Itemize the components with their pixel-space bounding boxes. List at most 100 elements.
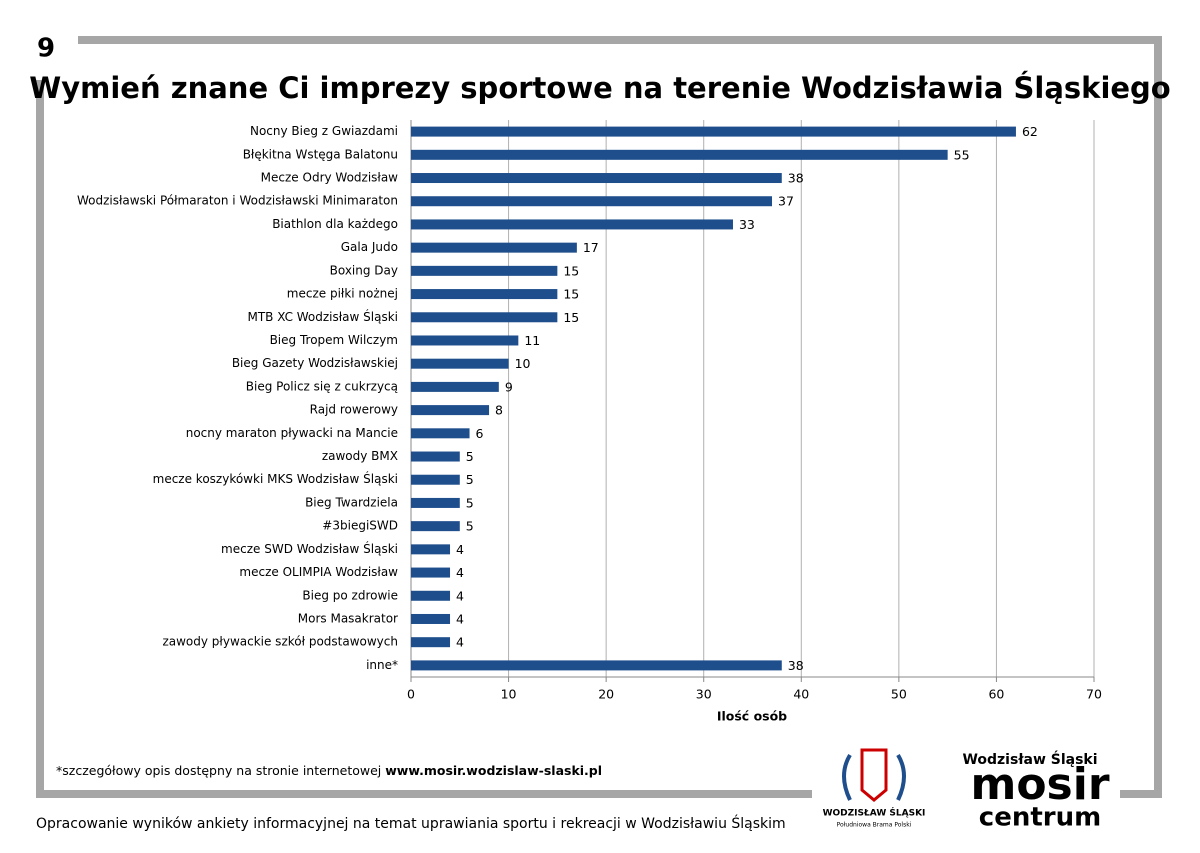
value-label: 55 [954, 147, 970, 162]
frame [36, 36, 1162, 798]
value-label: 38 [788, 171, 804, 186]
value-label: 8 [495, 403, 503, 418]
value-label: 37 [778, 194, 794, 209]
frame-left [36, 80, 44, 798]
chart-title: Wymień znane Ci imprezy sportowe na tere… [29, 71, 1170, 105]
footnote-link: www.mosir.wodzislaw-slaski.pl [385, 763, 602, 778]
bar [411, 567, 451, 578]
value-label: 5 [466, 472, 474, 487]
bar [411, 613, 451, 624]
bar [411, 335, 519, 346]
frame-top [78, 36, 1162, 44]
bar [411, 405, 490, 416]
y-tick-label: Błękitna Wstęga Balatonu [243, 147, 398, 161]
y-tick-label: Mors Masakrator [298, 611, 398, 625]
bar [411, 428, 470, 439]
value-label: 10 [515, 356, 531, 371]
value-label: 15 [563, 263, 579, 278]
bar [411, 196, 773, 207]
bar [411, 149, 948, 160]
x-tick-label: 40 [793, 687, 809, 702]
bar [411, 660, 782, 671]
bar [411, 590, 451, 601]
y-tick-label: Bieg Gazety Wodzisławskiej [232, 356, 398, 370]
bar [411, 544, 451, 555]
y-tick-label: MTB XC Wodzisław Śląski [247, 309, 398, 324]
y-tick-label: mecze SWD Wodzisław Śląski [221, 541, 398, 556]
city-logo-text: WODZISŁAW ŚLĄSKI [823, 807, 926, 819]
y-tick-label: mecze koszykówki MKS Wodzisław Śląski [153, 471, 398, 486]
bar [411, 265, 558, 276]
bar [411, 637, 451, 648]
bar [411, 126, 1016, 137]
mosir-logo: Wodzisław Śląski mosir centrum [962, 750, 1109, 833]
footnote-text: *szczegółowy opis dostępny na stronie in… [56, 763, 385, 778]
x-tick-label: 10 [501, 687, 517, 702]
x-tick-label: 50 [891, 687, 907, 702]
x-tick-label: 0 [407, 687, 415, 702]
value-label: 11 [524, 333, 540, 348]
footnote: *szczegółowy opis dostępny na stronie in… [56, 763, 602, 778]
x-tick-label: 70 [1086, 687, 1102, 702]
bar [411, 289, 558, 300]
y-tick-label: Boxing Day [330, 263, 398, 277]
page-number: 9 [37, 34, 55, 64]
value-label: 4 [456, 611, 464, 626]
y-tick-label: Rajd rowerowy [310, 403, 398, 417]
mosir-centrum: centrum [979, 803, 1101, 833]
y-tick-label: mecze OLIMPIA Wodzisław [239, 565, 398, 579]
y-tick-label: Bieg po zdrowie [302, 588, 398, 602]
value-label: 5 [466, 519, 474, 534]
x-axis-title: Ilość osób [717, 709, 787, 724]
value-label: 4 [456, 588, 464, 603]
logo-shield [860, 748, 888, 802]
y-tick-label: nocny maraton pływacki na Mancie [186, 426, 398, 440]
value-label: 5 [466, 449, 474, 464]
y-tick-label: Bieg Twardziela [305, 495, 398, 509]
value-label: 4 [456, 635, 464, 650]
value-label: 5 [466, 495, 474, 510]
bar [411, 312, 558, 323]
y-tick-label: Biathlon dla każdego [272, 217, 398, 231]
y-tick-label: Nocny Bieg z Gwiazdami [250, 124, 398, 138]
bar [411, 381, 499, 392]
value-label: 38 [788, 658, 804, 673]
y-tick-label: Wodzisławski Półmaraton i Wodzisławski M… [77, 194, 398, 208]
x-tick-label: 60 [988, 687, 1004, 702]
y-tick-label: Bieg Tropem Wilczym [270, 333, 398, 347]
y-tick-label: mecze piłki nożnej [287, 287, 398, 301]
value-label: 4 [456, 542, 464, 557]
y-tick-label: zawody pływackie szkół podstawowych [162, 635, 398, 649]
y-tick-label: #3biegiSWD [322, 519, 398, 533]
bar [411, 451, 460, 462]
value-label: 62 [1022, 124, 1038, 139]
bar [411, 219, 733, 230]
frame-right [1154, 36, 1162, 798]
x-tick-label: 20 [598, 687, 614, 702]
frame-bottom-right [1120, 790, 1162, 798]
y-tick-label: Bieg Policz się z cukrzycą [246, 379, 398, 393]
bar [411, 474, 460, 485]
bar [411, 521, 460, 532]
bar [411, 358, 509, 369]
city-logo: WODZISŁAW ŚLĄSKI Południowa Brama Polski [823, 748, 926, 829]
y-tick-label: inne* [366, 658, 398, 672]
city-logo-motto: Południowa Brama Polski [837, 822, 912, 829]
y-tick-label: zawody BMX [322, 449, 398, 463]
value-label: 6 [476, 426, 484, 441]
value-label: 15 [563, 310, 579, 325]
value-label: 17 [583, 240, 599, 255]
mosir-text: mosir [970, 759, 1109, 810]
x-tick-label: 30 [696, 687, 712, 702]
bar [411, 242, 577, 253]
bar [411, 173, 782, 184]
value-label: 9 [505, 379, 513, 394]
value-label: 15 [563, 287, 579, 302]
footer: Opracowanie wyników ankiety informacyjne… [36, 814, 786, 832]
logo-shape [842, 753, 906, 801]
mosir-city: Wodzisław Śląski [962, 750, 1097, 768]
y-tick-label: Gala Judo [341, 240, 398, 254]
bar [411, 497, 460, 508]
